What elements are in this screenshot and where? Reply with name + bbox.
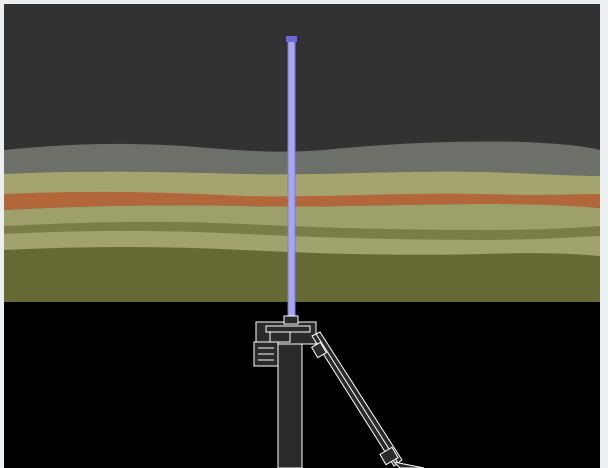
wellbore-tip[interactable]: [286, 36, 297, 42]
terrain-layer-base: [4, 247, 600, 304]
wellbore[interactable]: [288, 40, 295, 320]
3d-viewport[interactable]: [4, 4, 600, 468]
